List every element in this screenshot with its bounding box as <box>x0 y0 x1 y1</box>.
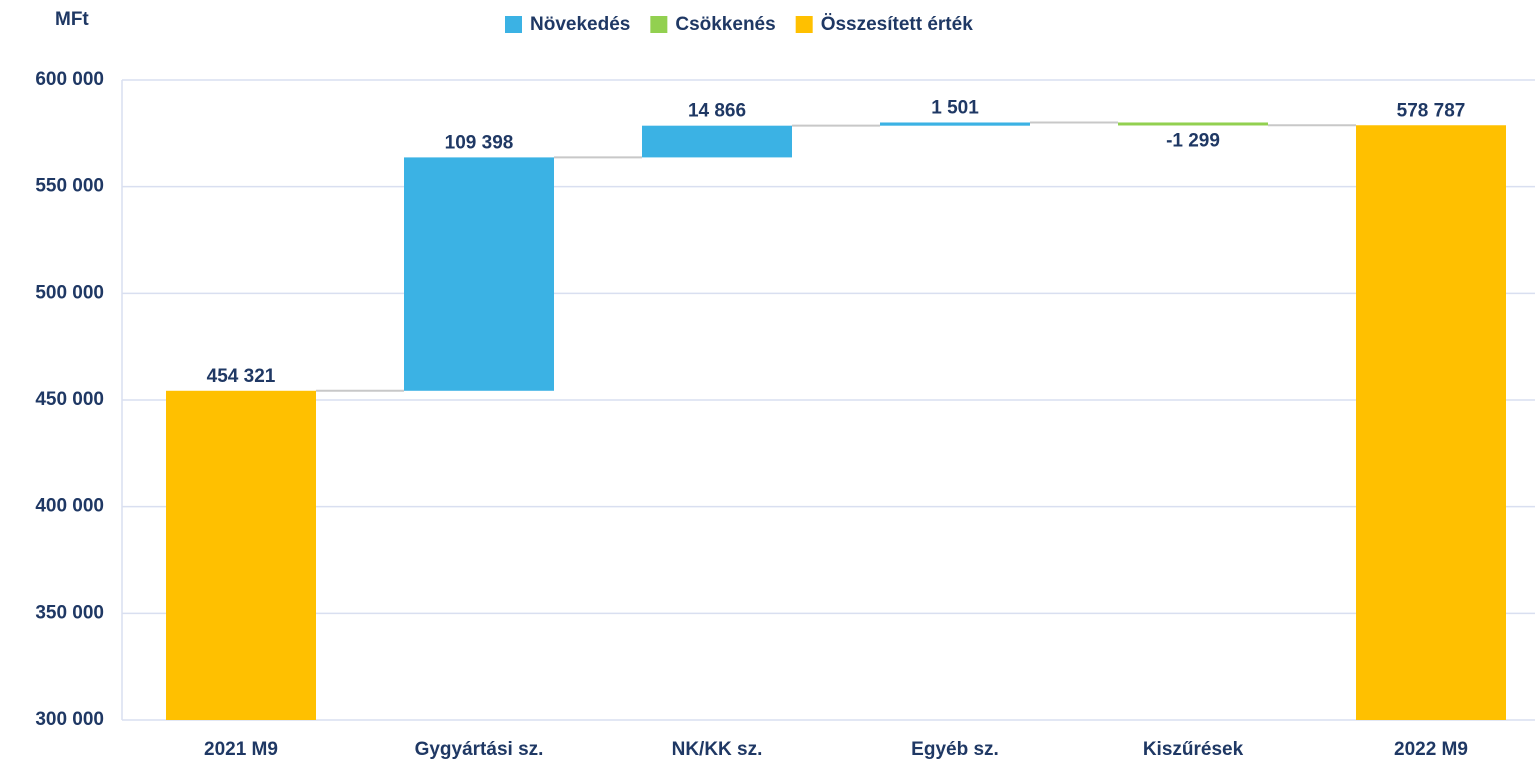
x-tick-label: Egyéb sz. <box>911 739 999 760</box>
y-tick-label: 350 000 <box>35 602 104 623</box>
x-tick-label: 2021 M9 <box>204 739 278 760</box>
y-tick-label: 550 000 <box>35 176 104 197</box>
bar <box>1356 125 1506 721</box>
y-axis-label: MFt <box>55 9 89 30</box>
legend-label: Csökkenés <box>675 14 775 35</box>
x-tick-label: NK/KK sz. <box>672 739 763 760</box>
legend-swatch <box>795 16 813 33</box>
y-tick-label: 500 000 <box>35 282 104 303</box>
bar <box>1118 122 1268 126</box>
y-tick-label: 450 000 <box>35 389 104 410</box>
y-tick-label: 400 000 <box>35 496 104 517</box>
data-label: 14 866 <box>688 101 746 122</box>
legend-label: Összesített érték <box>821 14 974 35</box>
bar <box>880 122 1030 126</box>
legend-swatch <box>505 16 522 33</box>
bar <box>642 125 792 158</box>
y-tick-label: 600 000 <box>35 69 104 90</box>
y-tick-label: 300 000 <box>35 709 104 730</box>
x-tick-label: Gygyártási sz. <box>415 739 544 760</box>
data-label: 454 321 <box>207 366 276 387</box>
x-tick-label: 2022 M9 <box>1394 739 1468 760</box>
bar <box>404 157 554 391</box>
legend-label: Növekedés <box>530 14 630 35</box>
data-label: 1 501 <box>931 97 979 118</box>
legend-swatch <box>650 16 668 33</box>
bar <box>166 390 316 720</box>
data-label: -1 299 <box>1166 130 1220 151</box>
x-tick-label: Kiszűrések <box>1143 739 1244 760</box>
data-label: 578 787 <box>1397 100 1466 121</box>
data-label: 109 398 <box>445 132 514 153</box>
